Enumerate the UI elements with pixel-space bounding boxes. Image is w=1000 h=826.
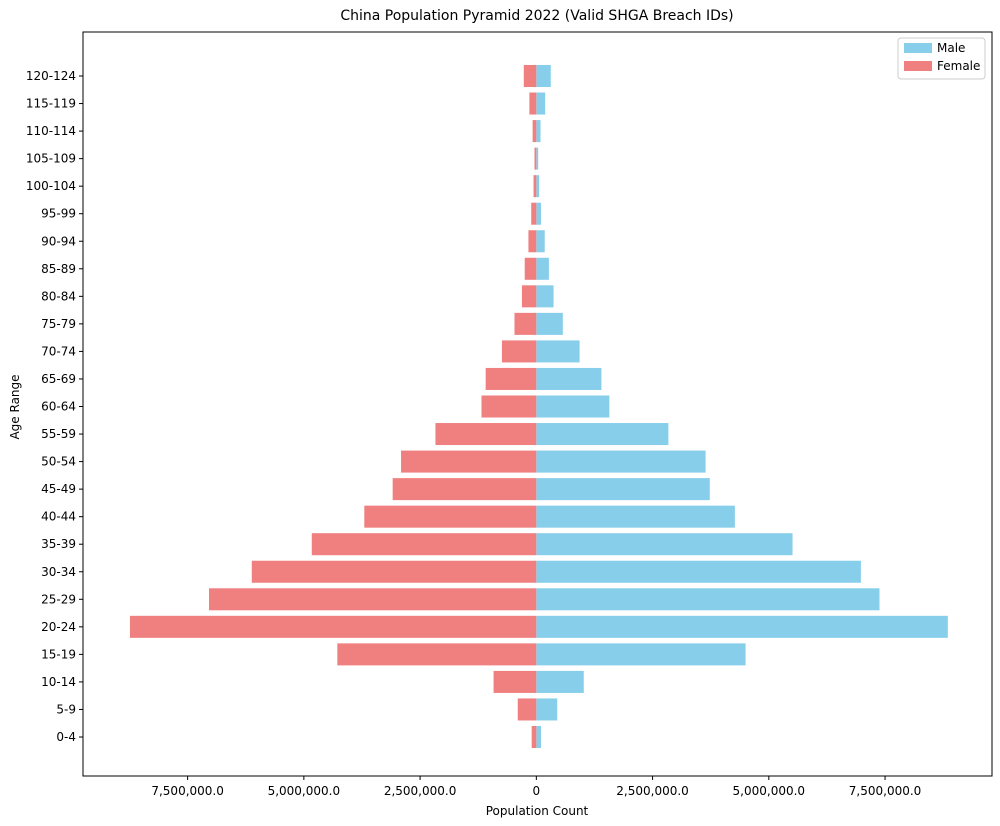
bar-female-90-94 xyxy=(528,230,537,253)
y-tick-label: 15-19 xyxy=(41,647,76,661)
bar-male-95-99 xyxy=(536,202,541,225)
bars-layer xyxy=(129,64,948,749)
bar-female-55-59 xyxy=(435,423,537,446)
bar-male-0-4 xyxy=(536,725,541,749)
bar-male-50-54 xyxy=(536,450,706,473)
bar-male-25-29 xyxy=(536,588,880,611)
y-tick-label: 30-34 xyxy=(41,565,76,579)
bar-male-65-69 xyxy=(536,367,602,390)
y-tick-label: 60-64 xyxy=(41,400,76,414)
legend-label-female: Female xyxy=(937,59,980,73)
y-tick-label: 115-119 xyxy=(26,97,76,111)
bar-female-70-74 xyxy=(501,340,537,363)
y-tick-label: 55-59 xyxy=(41,427,76,441)
bar-female-75-79 xyxy=(514,312,537,335)
y-axis: 0-4 5-9 10-14 15-19 20-24 25-29 30-34 35-39 40-4… xyxy=(26,69,83,744)
bar-female-105-109 xyxy=(534,147,537,170)
y-tick-label: 20-24 xyxy=(41,620,76,634)
y-tick-label: 85-89 xyxy=(41,262,76,276)
y-tick-label: 105-109 xyxy=(26,152,76,166)
bar-female-30-34 xyxy=(251,560,537,583)
bar-male-70-74 xyxy=(536,340,580,363)
bar-female-0-4 xyxy=(531,725,537,749)
y-tick-label: 90-94 xyxy=(41,234,76,248)
x-tick-label: 7,500,000.0 xyxy=(849,784,922,798)
bar-female-115-119 xyxy=(529,92,537,115)
y-tick-label: 45-49 xyxy=(41,482,76,496)
y-tick-label: 95-99 xyxy=(41,207,76,221)
bar-male-40-44 xyxy=(536,505,735,528)
bar-female-120-124 xyxy=(523,64,537,88)
bar-male-80-84 xyxy=(536,285,554,308)
bar-female-65-69 xyxy=(485,367,537,390)
y-axis-title: Age Range xyxy=(8,374,22,439)
y-tick-label: 35-39 xyxy=(41,537,76,551)
y-tick-label: 70-74 xyxy=(41,344,76,358)
x-tick-label: 0 xyxy=(533,784,541,798)
bar-female-15-19 xyxy=(337,643,537,666)
bar-male-45-49 xyxy=(536,478,710,501)
x-tick-label: 7,500,000.0 xyxy=(151,784,224,798)
legend: Male Female xyxy=(897,37,986,80)
bar-male-5-9 xyxy=(536,698,558,721)
bar-male-10-14 xyxy=(536,670,584,693)
y-tick-label: 80-84 xyxy=(41,289,76,303)
x-tick-label: 2,500,000.0 xyxy=(384,784,457,798)
y-tick-label: 100-104 xyxy=(26,179,76,193)
bar-female-35-39 xyxy=(311,533,537,556)
y-tick-label: 50-54 xyxy=(41,455,76,469)
bar-female-40-44 xyxy=(364,505,537,528)
x-axis: 7,500,000.0 5,000,000.0 2,500,000.0 0 2,500,… xyxy=(151,776,921,798)
legend-swatch-male xyxy=(904,43,932,53)
bar-male-60-64 xyxy=(536,395,610,418)
x-tick-label: 5,000,000.0 xyxy=(733,784,806,798)
y-tick-label: 40-44 xyxy=(41,510,76,524)
bar-male-30-34 xyxy=(536,560,861,583)
y-tick-label: 110-114 xyxy=(26,124,76,138)
bar-male-90-94 xyxy=(536,230,545,253)
bar-female-60-64 xyxy=(481,395,537,418)
bar-male-55-59 xyxy=(536,423,669,446)
bar-female-20-24 xyxy=(129,615,537,638)
bar-female-110-114 xyxy=(532,120,537,143)
bar-female-45-49 xyxy=(392,478,537,501)
bar-female-95-99 xyxy=(531,202,537,225)
plot-frame xyxy=(82,31,993,777)
y-tick-label: 75-79 xyxy=(41,317,76,331)
y-tick-label: 65-69 xyxy=(41,372,76,386)
bar-male-100-104 xyxy=(536,175,540,198)
bar-male-75-79 xyxy=(536,312,563,335)
y-tick-label: 0-4 xyxy=(56,730,76,744)
bar-female-5-9 xyxy=(517,698,537,721)
y-tick-label: 120-124 xyxy=(26,69,76,83)
legend-label-male: Male xyxy=(937,41,965,55)
bar-female-100-104 xyxy=(533,175,537,198)
y-tick-label: 25-29 xyxy=(41,592,76,606)
bar-male-115-119 xyxy=(536,92,546,115)
bar-female-50-54 xyxy=(401,450,537,473)
y-tick-label: 5-9 xyxy=(56,702,76,716)
bar-female-10-14 xyxy=(493,670,537,693)
x-tick-label: 5,000,000.0 xyxy=(268,784,341,798)
y-tick-label: 10-14 xyxy=(41,675,76,689)
x-tick-label: 2,500,000.0 xyxy=(616,784,689,798)
chart-title: China Population Pyramid 2022 (Valid SHG… xyxy=(340,8,733,24)
bar-male-110-114 xyxy=(536,120,541,143)
bar-male-120-124 xyxy=(536,64,551,88)
bar-female-80-84 xyxy=(521,285,537,308)
bar-male-15-19 xyxy=(536,643,746,666)
bar-male-85-89 xyxy=(536,257,549,280)
bar-male-20-24 xyxy=(536,615,948,638)
x-axis-title: Population Count xyxy=(486,804,589,818)
bar-male-35-39 xyxy=(536,533,793,556)
bar-female-25-29 xyxy=(209,588,537,611)
bar-female-85-89 xyxy=(524,257,537,280)
bar-male-105-109 xyxy=(536,147,539,170)
legend-swatch-female xyxy=(904,61,932,71)
